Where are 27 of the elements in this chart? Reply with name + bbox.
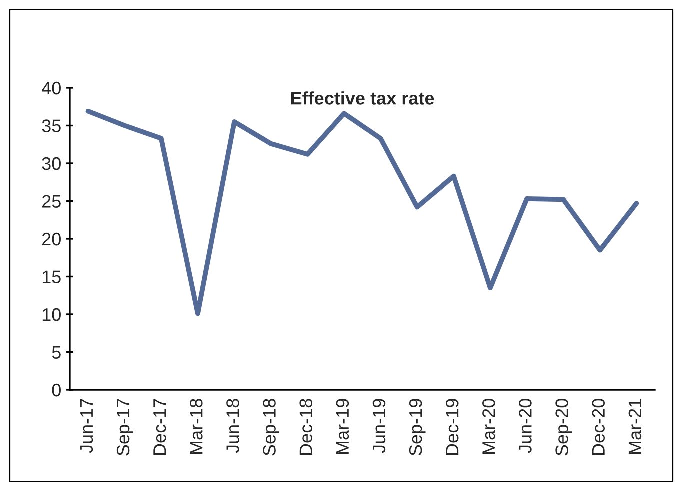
- x-tick-label: Jun-17: [80, 399, 94, 454]
- x-tick-label: Sep-18: [263, 399, 280, 456]
- y-tick-label: 15: [42, 270, 61, 284]
- x-tick-label: Mar-19: [336, 399, 350, 454]
- x-tick-label: Jun-18: [226, 399, 240, 454]
- x-tick-label: Dec-18: [300, 399, 313, 456]
- x-tick-label: Mar-18: [190, 399, 203, 454]
- y-tick-label: 40: [42, 82, 61, 95]
- y-tick-label: 20: [42, 232, 61, 246]
- x-tick-label: Dec-17: [154, 399, 166, 456]
- y-tick-label: 30: [42, 157, 61, 170]
- y-tick-label: 0: [52, 384, 61, 397]
- y-tick-label: 10: [42, 308, 61, 322]
- x-tick-label: Mar-20: [482, 399, 496, 454]
- x-tick-label: Mar-21: [628, 399, 642, 454]
- y-tick-label: 25: [42, 195, 61, 208]
- x-tick-label: Dec-19: [446, 399, 459, 456]
- chart-title: Effective tax rate: [291, 92, 434, 105]
- x-tick-label: Jun-19: [372, 399, 386, 454]
- x-tick-label: Jun-20: [519, 399, 532, 454]
- x-tick-label: Sep-20: [556, 399, 572, 456]
- y-tick-label: 35: [42, 120, 61, 132]
- x-tick-label: Dec-20: [592, 399, 606, 456]
- y-tick-label: 5: [52, 346, 61, 359]
- line-series: [86, 108, 640, 316]
- x-tick-label: Sep-19: [409, 399, 426, 456]
- x-tick-label: Sep-17: [116, 399, 134, 456]
